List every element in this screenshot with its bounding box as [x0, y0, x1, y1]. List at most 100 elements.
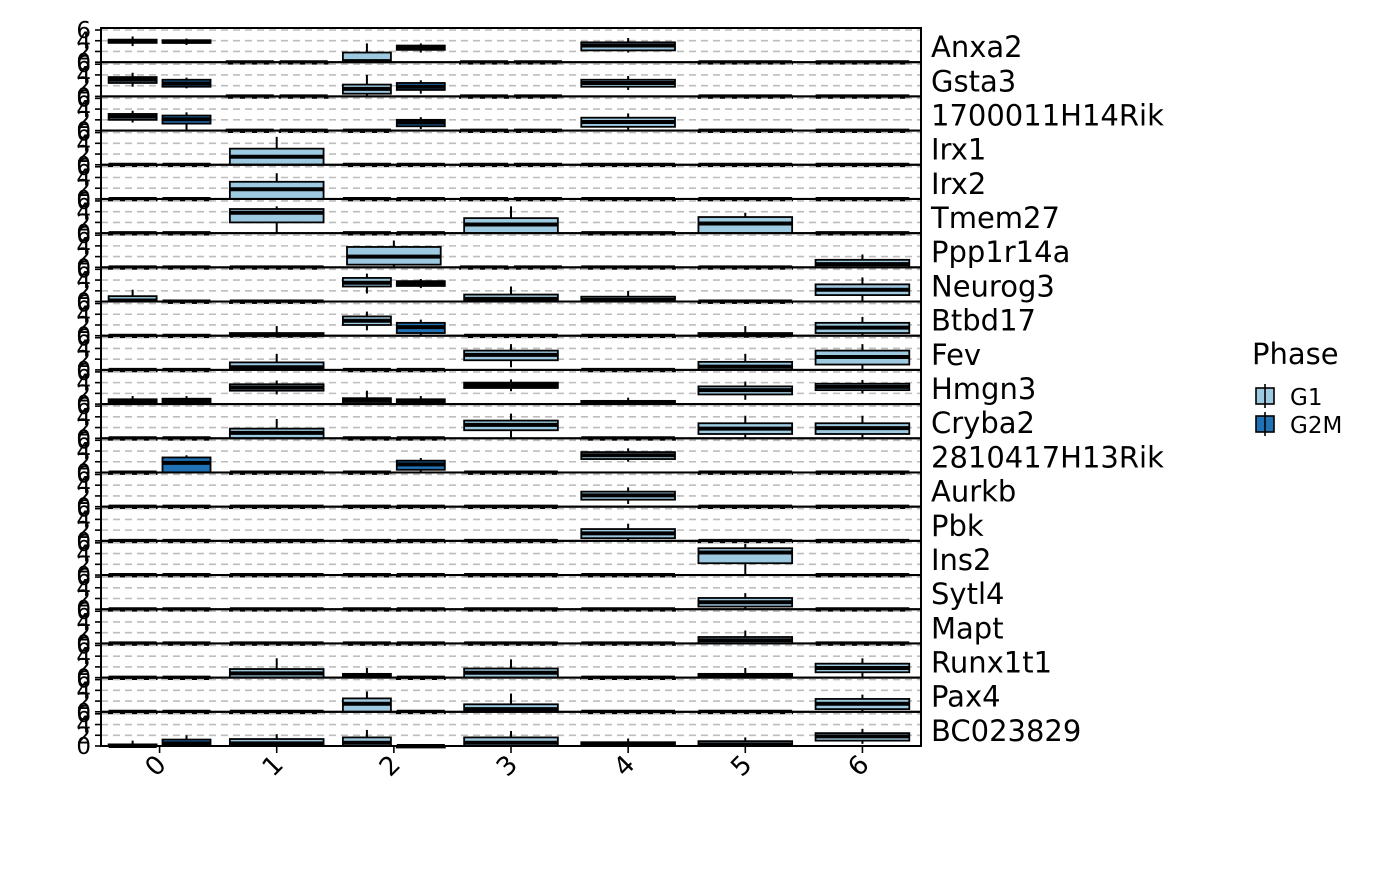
box-fev-cluster-1-g1: [228, 353, 325, 371]
panel-border: [100, 129, 922, 166]
box-bc023829-cluster-0-g2m: [161, 735, 212, 747]
y-tick-label: 4: [76, 644, 91, 670]
y-tick-label: 6: [76, 599, 91, 625]
box-runx1t1-cluster-2-g1: [341, 667, 392, 679]
facet-label-pbk: Pbk: [931, 509, 984, 543]
y-tick-label: 2: [76, 313, 91, 339]
box-hmgn3-cluster-2-g2m: [395, 396, 446, 405]
y-tick-label: 0: [76, 563, 91, 589]
y-tick-label: 4: [76, 131, 91, 157]
x-tick-label-4: 4: [608, 750, 641, 783]
y-tick-label: 0: [76, 324, 91, 350]
y-tick-label: 4: [76, 473, 91, 499]
y-tick-label: 4: [76, 336, 91, 362]
y-tick-label: 2: [76, 39, 91, 65]
y-tick-label: 0: [76, 631, 91, 657]
box-bc023829-cluster-4-g1: [580, 738, 676, 747]
y-tick-label: 6: [76, 86, 91, 112]
y-tick-label: 4: [76, 678, 91, 704]
facet-label-tmem27: Tmem27: [930, 201, 1060, 235]
y-tick-label: 2: [76, 655, 91, 681]
panel-border: [100, 95, 922, 132]
box-btbd17-cluster-6-g1: [814, 316, 911, 336]
box-bc023829-cluster-6-g1: [814, 728, 911, 744]
y-tick-label: 4: [76, 234, 91, 260]
box-hmgn3-cluster-0-g2m: [161, 396, 212, 405]
box-bc023829-cluster-2-g1: [341, 729, 392, 747]
box-irx1-cluster-1-g1: [228, 136, 325, 166]
box-ins2-cluster-5-g1: [697, 543, 794, 576]
x-tick-label-6: 6: [842, 750, 875, 783]
y-tick-label: 0: [76, 666, 91, 692]
box-bc023829-cluster-5-g1: [697, 737, 794, 747]
y-tick-label: 2: [76, 245, 91, 271]
y-tick-label: 0: [76, 426, 91, 452]
facet-label-mapt: Mapt: [931, 611, 1004, 645]
y-tick-label: 6: [76, 326, 91, 352]
y-tick-label: 2: [76, 142, 91, 168]
y-tick-label: 0: [76, 358, 91, 384]
facet-label-btbd17: Btbd17: [931, 304, 1036, 338]
x-tick-label-5: 5: [725, 750, 758, 783]
box-ppp1r14a-cluster-2-g1: [346, 240, 442, 268]
facet-label-irx2: Irx2: [931, 167, 986, 201]
box-2810417h13rik-cluster-4-g1: [580, 448, 676, 462]
y-tick-label: 0: [76, 50, 91, 76]
y-tick-label: 6: [76, 189, 91, 215]
box-hmgn3-cluster-6-g1: [814, 379, 911, 394]
box-gsta3-cluster-4-g1: [580, 75, 676, 90]
x-tick-label-1: 1: [257, 750, 290, 783]
y-tick-label: 6: [76, 223, 91, 249]
box-neurog3-cluster-2-g1: [341, 273, 392, 294]
box-btbd17-cluster-2-g1: [341, 311, 392, 331]
y-tick-label: 0: [76, 255, 91, 281]
legend-item-g1: G1: [1255, 384, 1322, 411]
box-runx1t1-cluster-6-g1: [814, 658, 911, 678]
y-tick-label: 0: [76, 84, 91, 110]
y-tick-label: 0: [76, 221, 91, 247]
y-tick-label: 2: [76, 176, 91, 202]
box-gsta3-cluster-0-g2m: [161, 77, 212, 89]
x-tick-label-0: 0: [140, 750, 173, 783]
box-2810417h13rik-cluster-2-g2m: [395, 457, 446, 473]
y-tick-label: 6: [76, 497, 91, 523]
panel-border: [100, 574, 922, 611]
y-tick-label: 6: [76, 531, 91, 557]
y-tick-label: 0: [76, 460, 91, 486]
box-hmgn3-cluster-0-g1: [107, 396, 158, 405]
y-tick-label: 6: [76, 18, 91, 44]
box-hmgn3-cluster-5-g1: [697, 381, 794, 400]
facet-label-hmgn3: Hmgn3: [931, 372, 1036, 406]
box-fev-cluster-6-g1: [814, 344, 911, 370]
legend: Phase G1 G2M: [1252, 337, 1342, 439]
box-runx1t1-cluster-5-g1: [697, 667, 794, 679]
y-tick-label: 4: [76, 405, 91, 431]
box-1700011h14rik-cluster-0-g1: [107, 110, 158, 123]
y-tick-label: 4: [76, 576, 91, 602]
legend-item-g2m: G2M: [1255, 412, 1342, 439]
box-tmem27-cluster-1-g1: [228, 206, 325, 234]
box-cryba2-cluster-1-g1: [228, 418, 325, 440]
y-tick-label: 6: [76, 462, 91, 488]
facet-label-ppp1r14a: Ppp1r14a: [931, 235, 1070, 269]
box-1700011h14rik-cluster-2-g2m: [395, 117, 446, 129]
box-fev-cluster-5-g1: [697, 353, 794, 371]
panel-border: [100, 232, 922, 269]
facet-label-bc023829: BC023829: [931, 714, 1081, 748]
y-tick-label: 4: [76, 542, 91, 568]
box-pax4-cluster-6-g1: [814, 694, 911, 712]
box-neurog3-cluster-2-g2m: [395, 278, 446, 289]
y-tick-label: 6: [76, 360, 91, 386]
box-anxa2-cluster-0-g1: [107, 36, 158, 47]
facet-label-aurkb: Aurkb: [931, 475, 1016, 509]
box-bc023829-cluster-3-g1: [463, 730, 559, 747]
box-aurkb-cluster-4-g1: [580, 487, 676, 504]
box-pax4-cluster-3-g1: [463, 693, 559, 713]
y-tick-label: 2: [76, 74, 91, 100]
box-btbd17-cluster-1-g1: [228, 326, 325, 338]
box-pbk-cluster-4-g1: [580, 523, 676, 541]
y-tick-label: 2: [76, 552, 91, 578]
